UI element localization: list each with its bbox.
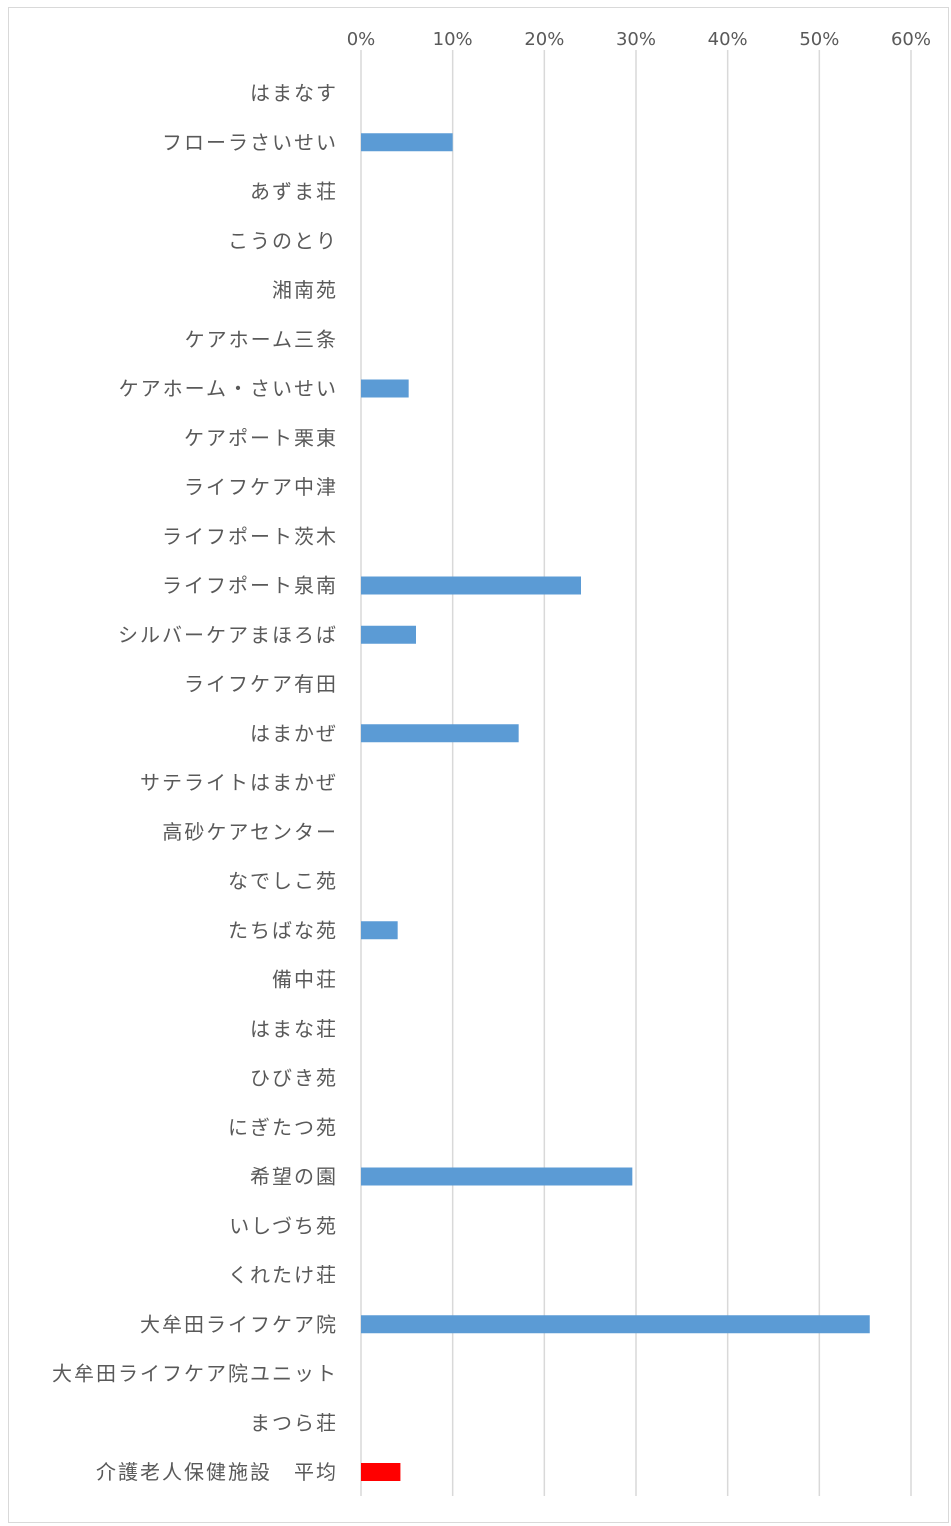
category-label: いしづち苑 xyxy=(229,1214,338,1238)
x-tick-label: 0% xyxy=(347,29,376,50)
category-label: 希望の園 xyxy=(250,1165,338,1189)
x-tick-label: 40% xyxy=(708,29,748,50)
category-label: たちばな苑 xyxy=(228,918,338,942)
category-label: ライフポート茨木 xyxy=(162,524,338,548)
category-label: 大牟田ライフケア院 xyxy=(140,1312,338,1336)
bar xyxy=(361,625,416,644)
category-label: 介護老人保健施設 平均 xyxy=(96,1460,338,1484)
average-bar xyxy=(361,1463,401,1481)
category-label: くれたけ荘 xyxy=(228,1263,338,1287)
category-label: こうのとり xyxy=(228,229,338,253)
bar xyxy=(361,921,398,940)
category-label: シルバーケアまほろば xyxy=(118,623,338,647)
gridlines xyxy=(360,50,912,1496)
category-label: まつら荘 xyxy=(250,1411,338,1435)
category-label: ケアホーム三条 xyxy=(185,327,338,351)
category-label: はまな荘 xyxy=(250,1017,338,1041)
category-label: 備中荘 xyxy=(272,968,338,992)
x-tick-label: 50% xyxy=(799,29,839,50)
x-tick-label: 20% xyxy=(524,29,564,50)
chart-frame xyxy=(8,7,949,1523)
category-labels: はまなすフローラさいせいあずま荘こうのとり湘南苑ケアホーム三条ケアホーム・さいせ… xyxy=(52,81,338,1484)
bar xyxy=(361,133,453,152)
x-tick-label: 30% xyxy=(616,29,656,50)
category-label: ひびき苑 xyxy=(250,1066,338,1090)
category-label: 大牟田ライフケア院ユニット xyxy=(52,1362,338,1386)
category-label: ライフポート泉南 xyxy=(162,574,338,598)
category-label: 高砂ケアセンター xyxy=(162,820,338,844)
category-label: ケアポート栗東 xyxy=(184,426,338,450)
category-label: ライフケア有田 xyxy=(184,672,338,696)
category-label: はまなす xyxy=(250,81,338,105)
category-label: 湘南苑 xyxy=(272,278,338,302)
category-label: フローラさいせい xyxy=(162,130,338,154)
bar xyxy=(361,1167,633,1186)
bar xyxy=(361,724,519,743)
category-label: なでしこ苑 xyxy=(228,869,338,893)
x-tick-label: 60% xyxy=(891,29,931,50)
category-label: ライフケア中津 xyxy=(184,475,338,499)
bar xyxy=(361,379,409,398)
x-tick-label: 10% xyxy=(433,29,473,50)
category-label: はまかぜ xyxy=(250,721,338,745)
category-label: サテライトはまかぜ xyxy=(140,771,338,795)
category-label: あずま荘 xyxy=(250,180,338,204)
category-label: にぎたつ苑 xyxy=(228,1115,338,1139)
category-label: ケアホーム・さいせい xyxy=(119,377,338,401)
bar xyxy=(361,576,581,595)
bars xyxy=(361,133,870,1481)
x-axis-ticks: 0% 10% 20% 30% 40% 50% 60% xyxy=(347,29,931,50)
bar xyxy=(361,1315,870,1334)
